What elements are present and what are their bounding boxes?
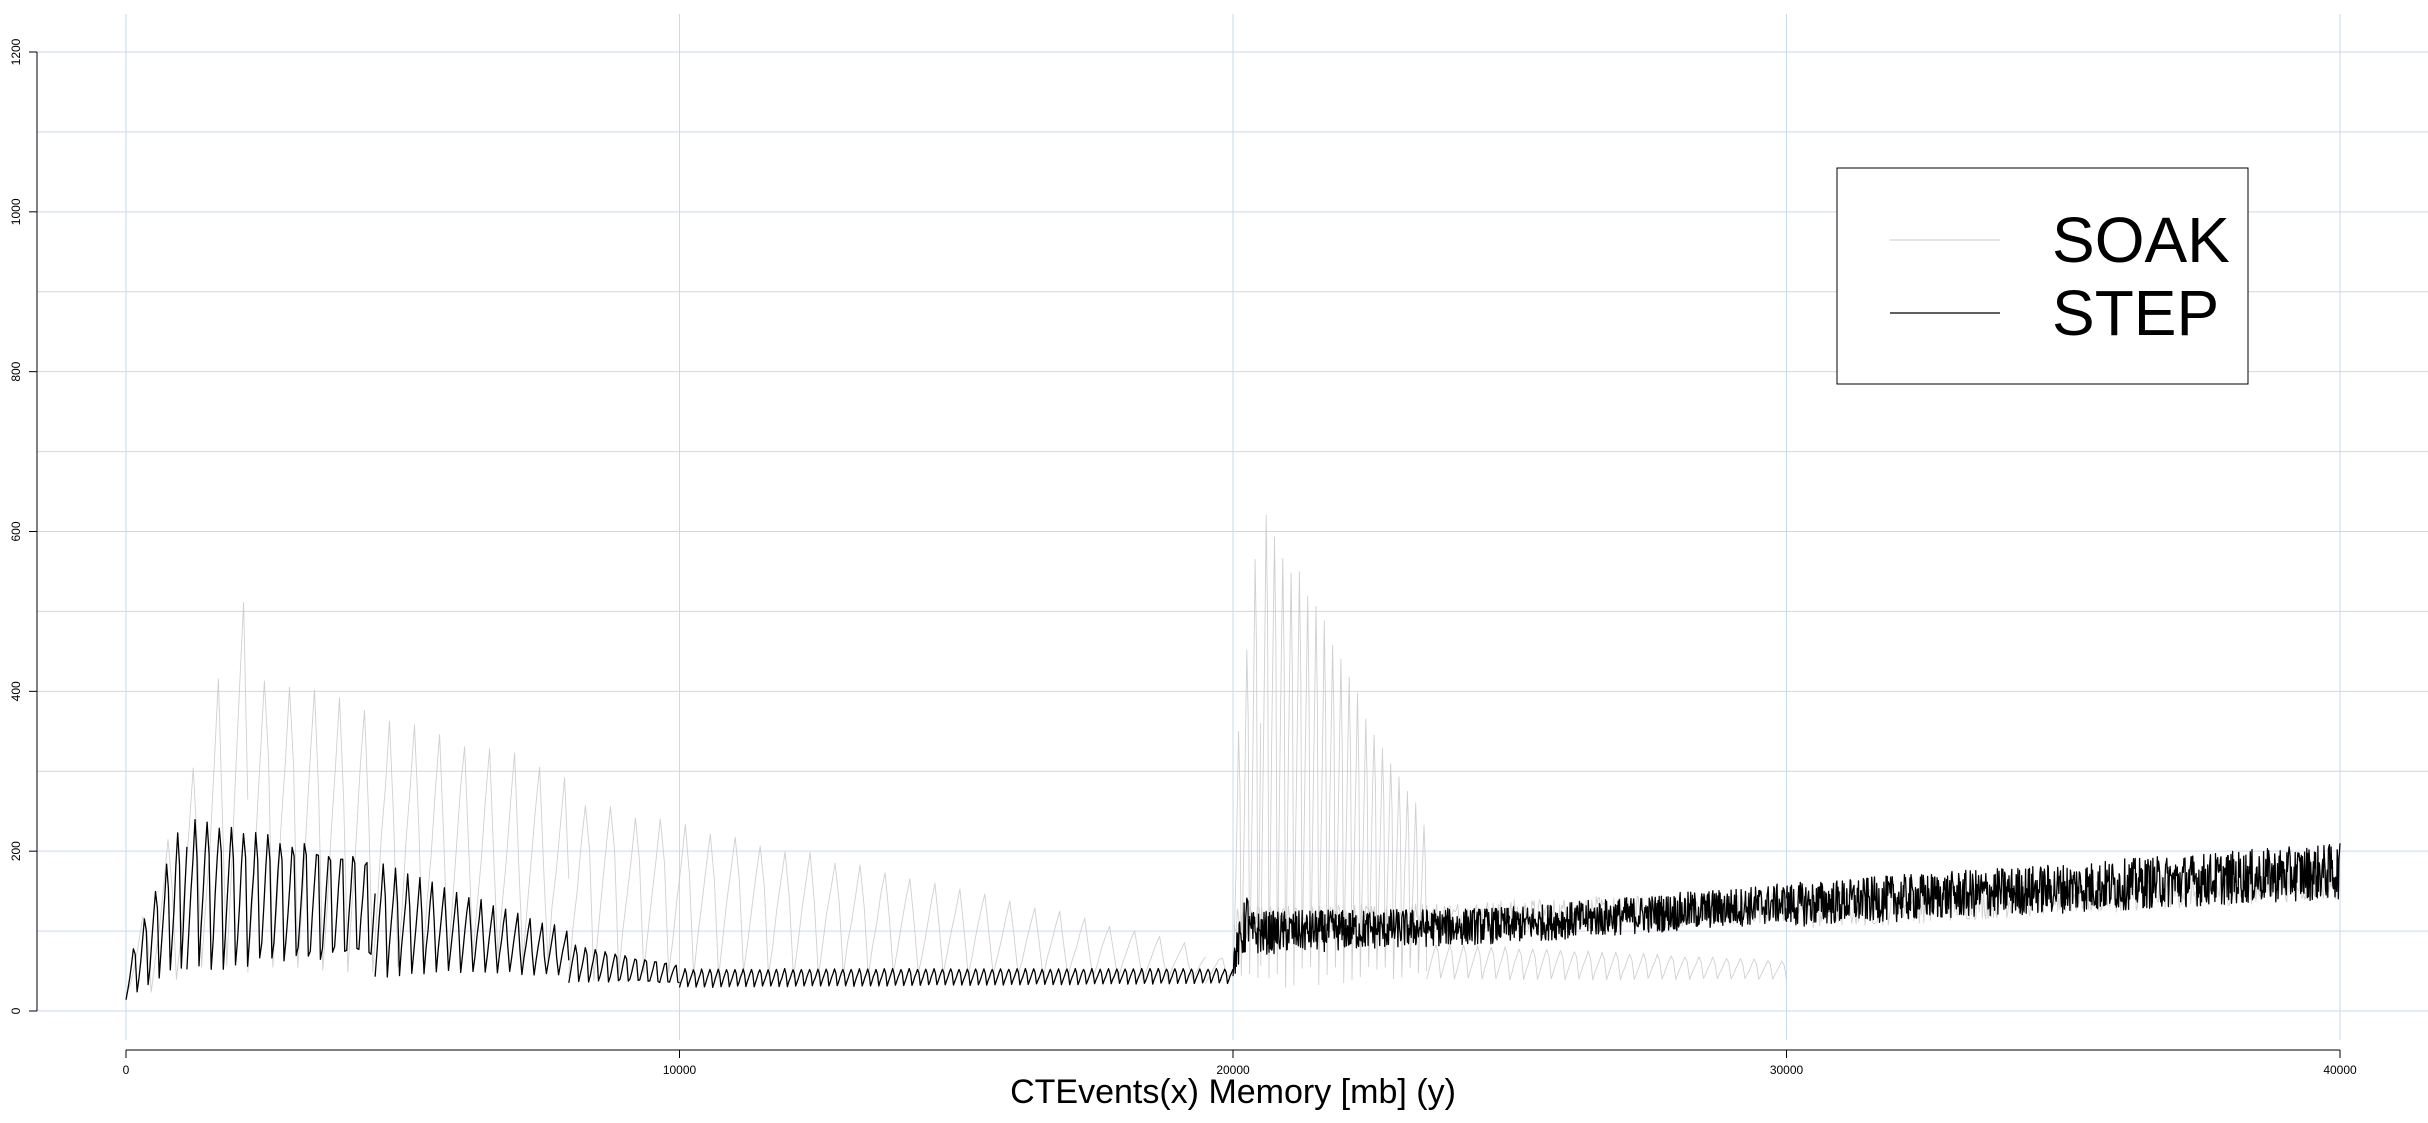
series-line-soak xyxy=(125,602,249,995)
x-tick-label: 40000 xyxy=(2323,1063,2357,1077)
x-tick-label: 0 xyxy=(123,1063,130,1077)
series-line-step xyxy=(374,863,570,978)
series-line-step xyxy=(1785,843,2341,927)
series-line-soak xyxy=(1426,944,1787,981)
x-axis-title: CTEvents(x) Memory [mb] (y) xyxy=(1010,1073,1456,1111)
y-tick-label: 200 xyxy=(9,841,23,861)
y-tick-label: 600 xyxy=(9,521,23,541)
legend-box xyxy=(1836,167,2249,385)
y-tick-label: 1200 xyxy=(9,38,23,65)
x-tick-label: 30000 xyxy=(1770,1063,1804,1077)
series-line-soak xyxy=(247,680,570,973)
legend-label-step: STEP xyxy=(2052,277,2219,349)
legend-label-soak: SOAK xyxy=(2052,204,2230,276)
series-line-step xyxy=(1232,897,1251,977)
y-tick-label: 800 xyxy=(9,361,23,381)
x-tick-label: 10000 xyxy=(663,1063,697,1077)
series-line-soak xyxy=(1260,514,1428,988)
y-tick-label: 1000 xyxy=(9,198,23,225)
y-axis-ticks: 0 200 400 600 800 1000 1200 xyxy=(9,38,37,1014)
series-line-step xyxy=(1248,906,1511,955)
y-tick-label: 0 xyxy=(9,1007,23,1014)
series-line-soak xyxy=(568,805,1206,981)
x-tick-label: 20000 xyxy=(1216,1063,1250,1077)
y-tick-label: 400 xyxy=(9,681,23,701)
series-line-step xyxy=(1509,883,1788,942)
series-step xyxy=(125,818,2341,1000)
series-line-soak xyxy=(1232,559,1262,979)
series-line-step xyxy=(186,818,376,970)
series-line-step xyxy=(568,944,680,984)
x-axis-ticks: 0 10000 20000 30000 40000 xyxy=(123,1050,2357,1077)
series-line-step xyxy=(125,832,188,1000)
series-lines xyxy=(125,514,2341,1000)
series-line-step xyxy=(678,967,1234,988)
